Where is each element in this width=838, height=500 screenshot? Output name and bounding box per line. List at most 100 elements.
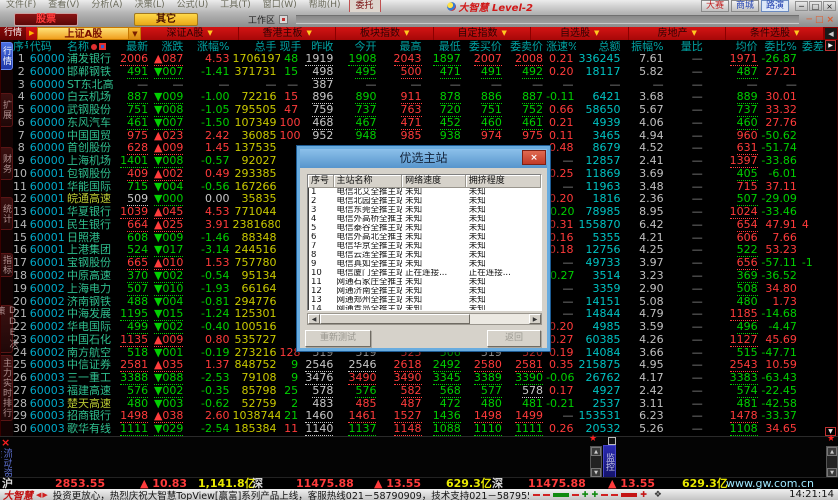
table-row[interactable]: 30600037歌华有线 1111 ▼029 -2.54 185384 11 1140 113… (13, 423, 838, 436)
station-row[interactable]: 10 电信厦门全推主站 正在连接... 正在连接... (308, 269, 541, 278)
column-header-bid-diff[interactable]: 委差 (801, 40, 824, 53)
column-header-index[interactable]: 序号 (13, 40, 28, 53)
market-tab-5[interactable]: 自选股 ▼ (531, 27, 629, 40)
station-row[interactable]: 12 网通济南全推主站 未知 未知 (308, 287, 541, 296)
menu-item-7[interactable]: 窗口(W) (262, 0, 297, 10)
column-header-ask[interactable]: 委卖价 (510, 40, 544, 53)
table-row[interactable]: 19600021上海电力 507 ▼010 -1.93 66164 — 3359 2.90 — 5… (13, 282, 838, 296)
panel-restore-icon[interactable] (608, 437, 616, 445)
menu-item-4[interactable]: 决策(L) (134, 0, 165, 10)
table-row[interactable]: 8 600008首创股份 628 ▲009 1.45 137535 0.48 8679 4.52… (13, 142, 838, 156)
station-row[interactable]: 2 电信北园全推主站 未知 未知 (308, 197, 541, 206)
dropdown-icon[interactable]: ▼ (794, 29, 800, 37)
table-row[interactable]: 28600035楚天高速 480 ▼003 -0.62 52759 2 483 485 487 4… (13, 397, 838, 411)
menu-item-3[interactable]: 分析(A) (91, 0, 123, 10)
market-tab-2[interactable]: 香港主板 ▼ (239, 27, 337, 40)
menu-item-5[interactable]: 公式(U) (176, 0, 209, 10)
table-scroll-down-icon[interactable]: ▼ (825, 427, 836, 436)
station-row[interactable]: 8 电信云莲全推主站 未知 未知 (308, 251, 541, 260)
tab-sh-a-selected[interactable]: 上证A股 ▼ (37, 27, 142, 40)
table-row[interactable]: 11600011华能国际 715 ▼004 -0.56 167266 — 11963 3.48… (13, 180, 838, 194)
titlebar-button-大赛[interactable]: 大赛 (700, 0, 729, 12)
menu-item-2[interactable]: 查看(V) (48, 0, 80, 10)
table-row[interactable]: 15600017日照港 608 ▼009 -1.46 88348 0.16 5355 4.21… (13, 231, 838, 245)
station-col-network-speed[interactable]: 网络速度 (402, 175, 466, 188)
column-header-open[interactable]: 今开 (354, 40, 377, 53)
toolbar-scroll-left-icon[interactable]: ◀ (824, 27, 838, 40)
table-row[interactable]: 17600019宝钢股份 665 ▲010 1.53 757780 — 49733 3.97 —… (13, 257, 838, 271)
table-row[interactable]: 22600027华电国际 499 ▼002 -0.40 100516 0.20 4985 3.… (13, 321, 838, 334)
table-row[interactable]: 20600022济南钢铁 488 ▼004 -0.81 294776 — 14151 5.08… (13, 295, 838, 309)
titlebar-button-路演[interactable]: 路演 (760, 0, 789, 12)
dropdown-icon[interactable]: ▼ (403, 29, 410, 37)
sidebar-tab-2[interactable]: 扩展 (1, 93, 13, 127)
panel-close-icon[interactable]: × (1, 436, 11, 449)
column-header-code[interactable]: 代码 (29, 40, 52, 53)
market-tab-1[interactable]: 深证A股 ▼ (141, 27, 239, 40)
station-col-station-name[interactable]: 主站名称 (333, 175, 403, 188)
station-row[interactable]: 6电信外高北全推主站未知未知 (308, 233, 541, 242)
dropdown-icon[interactable]: ▼ (128, 28, 141, 39)
table-row[interactable]: 10600010包钢股份 409 ▲002 0.49 293385 0.25 11869 3.… (13, 167, 838, 181)
station-col-seq[interactable]: 序号 (308, 175, 334, 188)
menu-item-8[interactable]: 帮助(H) (308, 0, 341, 10)
station-row[interactable]: 14 网通青岛全推主站 未知 未知 (308, 305, 541, 310)
dropdown-icon[interactable]: ▼ (594, 29, 600, 37)
sidebar-tab-4[interactable]: 统计 (1, 197, 13, 230)
column-header-amount[interactable]: 总额 (598, 40, 621, 53)
table-row[interactable]: 9 600009上海机场 1401 ▼008 -0.57 92027 — 12857 2.41 —… (13, 155, 838, 168)
column-header-change-pct[interactable]: 涨幅% (197, 40, 230, 53)
column-header-high[interactable]: 最高 (399, 40, 422, 53)
return-button[interactable]: 返回 (487, 330, 541, 347)
scroll-down-icon[interactable]: ▼ (827, 468, 837, 477)
station-row[interactable]: 4电信外高桥全推主站未知未知 (308, 215, 541, 224)
child-maximize-icon[interactable]: □ (814, 14, 824, 25)
dialog-close-button[interactable]: × (522, 150, 546, 165)
dropdown-icon[interactable]: ▼ (501, 29, 507, 37)
column-header-change[interactable]: 涨跌 (161, 40, 184, 53)
station-row[interactable]: 7 电信华京全推主站 未知 未知 (308, 242, 541, 251)
table-row[interactable]: 27600033福建高速 576 ▼002 -0.35 85798 25 578 576 582… (13, 384, 838, 398)
titlebar-button-商城[interactable]: 商城 (730, 0, 759, 12)
table-row[interactable]: 16600018上港集团 524 ▼017 -3.14 244516 0.18 12756 4… (13, 244, 838, 258)
website-link[interactable]: www.gw.com.cn (726, 477, 814, 490)
table-row[interactable]: 3 600003ST东北高 — — — — — 387 — — — — — — — — — — — (13, 78, 838, 92)
table-row[interactable]: 18600020中原高速 370 ▼002 -0.54 95134 -0.27 3514 3.… (13, 270, 838, 283)
minimize-icon[interactable]: ─ (795, 1, 808, 11)
table-row[interactable]: 25600030中信证券 2581 ▲035 1.37 848752 9 2546 2546 2… (13, 359, 838, 373)
table-row[interactable]: 2 600001邯郸钢铁 491 ▼007 -1.41 371731 15 498 495 500… (13, 65, 838, 79)
scroll-up-icon[interactable]: ▲ (591, 447, 601, 456)
child-close-icon[interactable]: × (826, 14, 834, 25)
column-header-name[interactable]: 名称 (65, 40, 120, 53)
sidebar-tab-1[interactable]: 行情 (1, 42, 13, 70)
workspace-icon[interactable] (279, 15, 289, 24)
station-col-congestion[interactable]: 拥挤程度 (465, 175, 541, 188)
table-row[interactable]: 23600028中国石化 1135 ▲009 0.80 535727 0.27 60385 4… (13, 333, 838, 347)
monitor-tab[interactable]: 监控 (603, 445, 616, 478)
column-header-low[interactable]: 最低 (438, 40, 461, 53)
market-tab-4[interactable]: 自定指数 ▼ (434, 27, 532, 40)
station-list-hscrollbar[interactable]: ◀ ▶ (307, 313, 542, 325)
station-row[interactable]: 3 电信东莞全推主站 未知 未知 (308, 206, 541, 215)
table-row[interactable]: 4 600004白云机场 887 ▼009 -1.00 72216 15 896 890 911 8… (13, 91, 838, 105)
right-mini-scrollbar[interactable]: ▲ ▼ (826, 446, 838, 478)
column-header-prev-close[interactable]: 昨收 (311, 40, 334, 53)
column-header-bid[interactable]: 委买价 (468, 40, 502, 53)
header-scroll-right-icon[interactable]: ▶ (825, 40, 836, 51)
dropdown-icon[interactable]: ▼ (306, 29, 312, 37)
station-row[interactable]: 9 电信真如全推主站 未知 未知 (308, 260, 541, 269)
table-row[interactable]: 21600026中海发展 1195 ▼015 -1.24 125301 — 14844 4.7… (13, 308, 838, 322)
station-row[interactable]: 5 电信泰谷全推主站 未知 未知 (308, 224, 541, 233)
mini-scrollbar[interactable]: ▲ ▼ (590, 446, 602, 478)
column-header-bid-ratio[interactable]: 委比% (764, 40, 797, 53)
scroll-left-icon[interactable]: ◀ (308, 314, 320, 324)
dropdown-icon[interactable]: ▼ (207, 29, 213, 37)
sidebar-tab-3[interactable]: 财务 (1, 147, 13, 180)
scroll-up-icon[interactable]: ▲ (827, 447, 837, 456)
column-header-avg-price[interactable]: 均价 (735, 40, 758, 53)
table-row[interactable]: 13600015华夏银行 1039 ▲045 4.53 771044 -0.20 78985… (13, 206, 838, 219)
